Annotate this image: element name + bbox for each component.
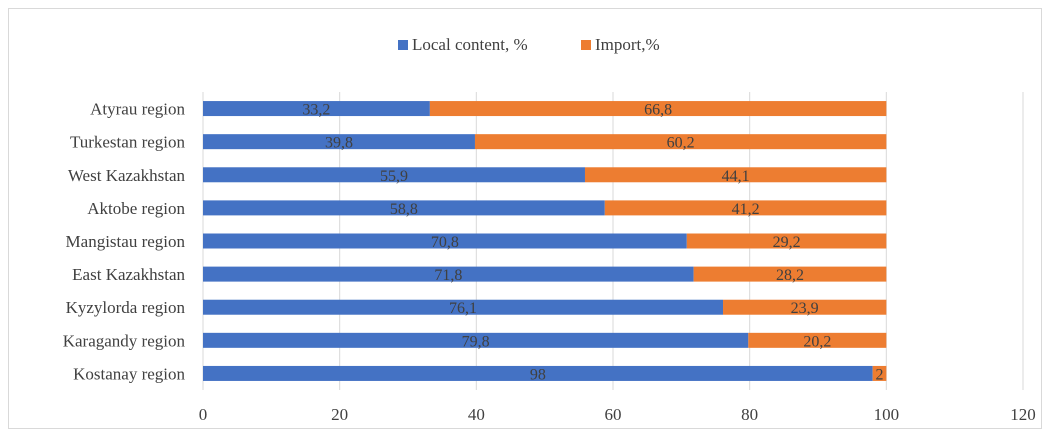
bar-local-content <box>203 299 724 315</box>
x-tick-label: 80 <box>741 405 758 424</box>
data-label: 33,2 <box>302 102 330 119</box>
data-label: 98 <box>530 366 546 383</box>
data-label: 55,9 <box>380 168 408 185</box>
bar-import <box>584 167 887 183</box>
x-tick-label: 100 <box>874 405 900 424</box>
bar-local-content <box>203 266 694 282</box>
data-label: 41,2 <box>732 201 760 218</box>
x-tick-label: 40 <box>468 405 485 424</box>
category-labels: Kostanay region Karagandy region Kyzylorda… <box>63 100 186 384</box>
data-label: 44,1 <box>722 168 750 185</box>
data-label: 23,9 <box>791 300 819 317</box>
data-label: 58,8 <box>390 201 418 218</box>
bar-local-content <box>203 167 585 183</box>
legend: Local content, % Import,% <box>398 35 660 54</box>
category-label: Kostanay region <box>73 364 185 383</box>
data-label: 20,2 <box>803 333 831 350</box>
legend-swatch-local-content <box>398 40 408 50</box>
category-label: Turkestan region <box>70 133 186 152</box>
data-label: 39,8 <box>325 135 353 152</box>
category-label: West Kazakhstan <box>68 166 186 185</box>
chart-area <box>8 8 1042 429</box>
bar-import <box>693 266 887 282</box>
legend-label-import: Import,% <box>595 35 660 54</box>
bar-import <box>429 101 887 117</box>
x-tick-label: 120 <box>1010 405 1036 424</box>
bar-local-content <box>203 101 430 117</box>
data-label: 60,2 <box>667 135 695 152</box>
data-label: 29,2 <box>773 234 801 251</box>
data-label: 66,8 <box>644 102 672 119</box>
x-axis-tick-labels: 0 20 40 60 80 100 120 <box>199 405 1036 424</box>
bars: 98 2 79,8 20,2 76,1 23,9 71,8 28,2 70,8 29,2 58,8 4… <box>203 101 887 383</box>
data-label: 79,8 <box>462 333 490 350</box>
bar-import <box>723 299 887 315</box>
legend-label-local-content: Local content, % <box>412 35 528 54</box>
data-label: 28,2 <box>776 267 804 284</box>
bar-import <box>474 134 887 150</box>
x-tick-label: 60 <box>605 405 622 424</box>
category-label: Aktobe region <box>87 199 185 218</box>
legend-swatch-import <box>581 40 591 50</box>
data-label: 2 <box>876 366 884 383</box>
x-tick-label: 20 <box>331 405 348 424</box>
bar-local-content <box>203 332 749 348</box>
category-label: Karagandy region <box>63 331 186 350</box>
bar-import <box>686 233 887 249</box>
category-label: Atyrau region <box>90 100 185 119</box>
data-label: 71,8 <box>434 267 462 284</box>
bar-local-content <box>203 200 605 216</box>
category-label: Kyzylorda region <box>66 298 186 317</box>
category-label: Mangistau region <box>66 232 186 251</box>
bar-import <box>872 365 887 381</box>
bar-import <box>604 200 887 216</box>
data-label: 76,1 <box>449 300 477 317</box>
bar-local-content <box>203 134 475 150</box>
data-label: 70,8 <box>431 234 459 251</box>
category-label: East Kazakhstan <box>72 265 185 284</box>
bar-import <box>748 332 887 348</box>
x-tick-label: 0 <box>199 405 208 424</box>
bar-local-content <box>203 233 687 249</box>
bar-local-content <box>203 365 873 381</box>
